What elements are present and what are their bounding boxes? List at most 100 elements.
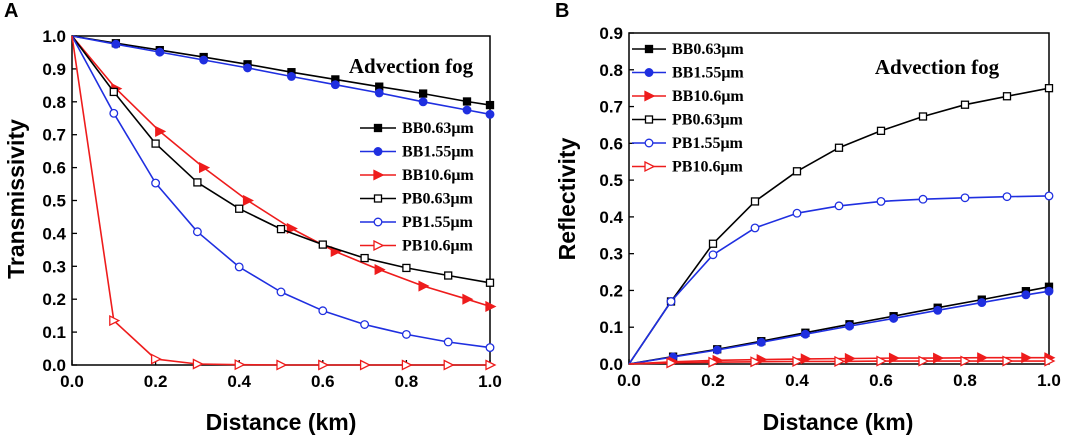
- data-point-pb0-63-m-a: [360, 253, 369, 263]
- legend-marker-bb1-55-m-b: [644, 68, 654, 77]
- legend-marker-pb1-55-m-a: [373, 217, 383, 227]
- legend-label-pb1-55-m-b: PB1.55μm: [672, 135, 744, 152]
- panel-letter-a: A: [4, 0, 18, 22]
- data-point-pb1-55-m-b: [750, 223, 760, 233]
- x-tick-label-a: 0.8: [395, 372, 419, 391]
- data-point-bb10-6-m-a: [462, 293, 474, 305]
- legend-marker-pb0-63-m-a: [373, 194, 383, 203]
- data-point-bb10-6-m-a: [286, 222, 298, 235]
- plot-frame-b: [628, 32, 1050, 365]
- x-axis-label-b: Distance (km): [763, 409, 914, 435]
- data-point-bb0-63-m-a: [418, 89, 428, 98]
- x-tick-label-b: 0.4: [785, 371, 809, 390]
- data-point-bb1-55-m-a: [243, 63, 253, 73]
- data-point-pb1-55-m-a: [401, 329, 411, 339]
- data-point-pb0-63-m-b: [918, 112, 928, 121]
- data-point-bb10-6-m-b: [1021, 352, 1033, 364]
- x-tick-label-b: 0.8: [953, 371, 977, 390]
- y-tick-label-b: 0.9: [599, 24, 623, 43]
- data-point-bb1-55-m-a: [111, 39, 121, 49]
- data-point-bb1-55-m-a: [462, 105, 472, 115]
- data-point-pb10-6-m-b: [834, 355, 846, 367]
- data-point-bb10-6-m-b: [977, 352, 989, 364]
- legend-label-bb0-63-m-b: BB0.63μm: [672, 41, 744, 58]
- y-tick-label-b: 0.8: [599, 61, 623, 80]
- data-point-pb10-6-m-b: [750, 356, 762, 368]
- data-point-pb10-6-m-a: [359, 359, 372, 371]
- y-axis-label-b: Reflectivity: [554, 137, 580, 260]
- y-tick-label-a: 0.7: [42, 126, 66, 145]
- data-point-pb10-6-m-a: [276, 359, 288, 371]
- y-tick-label-b: 0.5: [599, 171, 623, 190]
- y-tick-label-b: 0.3: [599, 245, 623, 264]
- x-tick-label-b: 0.0: [617, 371, 641, 390]
- legend-label-bb10-6-m-b: BB10.6μm: [672, 88, 744, 105]
- data-point-pb0-63-m-a: [235, 204, 244, 213]
- data-point-pb0-63-m-b: [750, 197, 760, 206]
- data-point-pb1-55-m-b: [666, 297, 676, 306]
- legend-label-pb0-63-m-b: PB0.63μm: [672, 112, 744, 129]
- data-point-bb10-6-m-a: [199, 162, 211, 174]
- y-tick-label-a: 0.9: [42, 60, 66, 79]
- data-point-pb0-63-m-b: [1044, 84, 1054, 93]
- y-tick-label-a: 0.5: [42, 192, 66, 211]
- legend-marker-bb10-6-m-a: [373, 169, 385, 181]
- data-point-pb10-6-m-a: [150, 353, 163, 365]
- legend-label-pb10-6-m-b: PB10.6μm: [672, 159, 744, 176]
- data-point-pb0-63-m-a: [444, 271, 453, 280]
- data-point-pb1-55-m-b: [792, 208, 802, 218]
- series-line-pb0-63-m-b: [628, 87, 1050, 365]
- data-point-bb1-55-m-b: [712, 345, 722, 355]
- data-point-pb1-55-m-a: [443, 337, 453, 347]
- y-tick-label-b: 0.0: [599, 355, 623, 374]
- legend-marker-pb10-6-m-b: [644, 160, 656, 173]
- y-tick-label-a: 0.2: [42, 290, 66, 309]
- data-point-bb0-63-m-a: [485, 100, 495, 110]
- data-point-pb10-6-m-b: [792, 355, 804, 367]
- data-point-bb1-55-m-b: [1021, 290, 1031, 300]
- y-tick-label-b: 0.1: [599, 318, 623, 337]
- data-point-pb10-6-m-a: [192, 358, 204, 370]
- x-tick-label-a: 1.0: [478, 372, 502, 391]
- data-point-pb1-55-m-b: [918, 194, 928, 204]
- data-point-pb10-6-m-b: [666, 357, 678, 369]
- legend-label-bb1-55-m-b: BB1.55μm: [672, 65, 744, 82]
- data-point-pb10-6-m-a: [443, 359, 455, 371]
- data-point-bb0-63-m-a: [462, 97, 472, 106]
- data-point-bb1-55-m-a: [418, 97, 428, 107]
- data-point-pb10-6-m-a: [109, 315, 121, 327]
- data-point-pb10-6-m-b: [1002, 355, 1014, 367]
- data-point-pb1-55-m-b: [1044, 191, 1054, 201]
- legend-label-bb0-63-m-a: BB0.63μm: [402, 120, 474, 137]
- data-point-pb10-6-m-a: [234, 359, 246, 371]
- data-point-pb1-55-m-b: [960, 193, 970, 203]
- x-tick-label-b: 0.6: [869, 371, 893, 390]
- data-point-bb10-6-m-a: [155, 125, 167, 137]
- legend-marker-bb0-63-m-b: [644, 44, 654, 54]
- data-point-pb10-6-m-b: [918, 355, 930, 367]
- panel-b: B Distance (km) Reflectivity Advection f…: [554, 0, 1061, 435]
- data-point-bb1-55-m-b: [1044, 286, 1054, 296]
- data-point-bb1-55-m-a: [485, 109, 495, 119]
- y-tick-label-b: 0.4: [599, 208, 623, 227]
- legend-marker-pb1-55-m-b: [644, 138, 654, 148]
- legend-label-pb10-6-m-a: PB10.6μm: [402, 238, 474, 255]
- y-axis-label-a: Transmissivity: [3, 119, 29, 279]
- legend-marker-pb0-63-m-b: [644, 115, 654, 124]
- data-point-bb1-55-m-a: [287, 72, 296, 81]
- data-point-pb1-55-m-b: [708, 250, 718, 260]
- data-point-bb1-55-m-b: [933, 305, 943, 315]
- data-point-bb1-55-m-a: [155, 47, 165, 57]
- data-point-bb1-55-m-b: [977, 298, 987, 308]
- data-point-bb1-55-m-b: [845, 321, 854, 331]
- series-line-pb1-55-m-b: [628, 195, 1050, 365]
- x-tick-label-a: 0.2: [144, 372, 168, 391]
- x-tick-label-a: 0.4: [227, 372, 251, 391]
- legend-label-pb0-63-m-a: PB0.63μm: [402, 191, 474, 208]
- series-line-bb0-63-m-b: [628, 286, 1050, 365]
- data-point-bb1-55-m-b: [800, 329, 810, 339]
- legend-marker-bb0-63-m-a: [373, 123, 383, 133]
- y-tick-label-a: 0.3: [42, 257, 66, 276]
- data-point-pb10-6-m-b: [708, 356, 720, 368]
